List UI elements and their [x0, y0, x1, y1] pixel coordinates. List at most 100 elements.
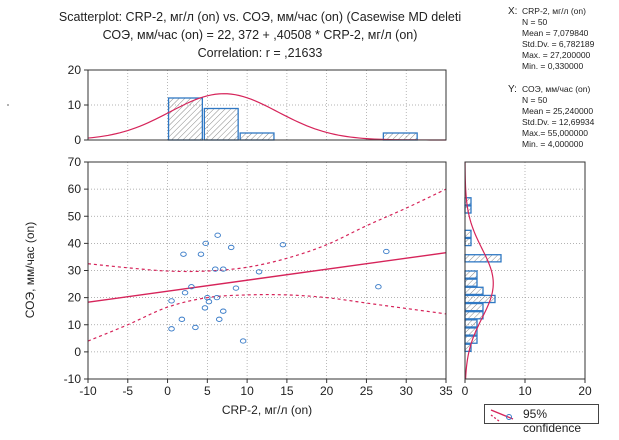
- y-stats-line-0: СОЭ, мм/час (on): [522, 84, 591, 94]
- right-histogram-bar-3: [464, 319, 478, 328]
- regression-line: [87, 252, 447, 303]
- scatter-x-tick-label-6: 20: [320, 384, 334, 398]
- right-histogram-bar-9: [464, 270, 478, 279]
- scatter-point-21: [255, 269, 263, 275]
- chart-title-line-1: Scatterplot: CRP-2, мг/л (on) vs. СОЭ, м…: [58, 10, 462, 24]
- y-stats-line-1: N = 50: [522, 95, 548, 105]
- scatter-points: [168, 232, 390, 344]
- x-stats-box: X: CRP-2, мг/л (on) N = 50 Mean = 7,07984…: [508, 6, 594, 72]
- scatter-point-0: [168, 326, 175, 332]
- right-histogram-grid: [464, 161, 586, 380]
- scatter-x-tick-label-9: 35: [439, 384, 453, 398]
- x-axis-label: CRP-2, мг/л (on): [222, 403, 312, 417]
- scatter-x-tick-label-5: 15: [280, 384, 294, 398]
- right-histogram-bar-11: [464, 254, 502, 263]
- right-histogram-bar-7: [464, 286, 484, 296]
- scatter-grid: [87, 161, 447, 380]
- top-histogram-grid: [87, 69, 447, 141]
- scatter-y-tick-label-4: 30: [68, 264, 82, 278]
- scatter-y-tick-label-3: 20: [68, 291, 82, 305]
- y-stats-line-5: Min. = 4,000000: [522, 139, 584, 149]
- scatter-y-tick-label-6: 50: [68, 209, 82, 223]
- right-histogram-bar-13: [464, 237, 472, 247]
- top-histogram-frame: [87, 69, 447, 141]
- scatter-y-tick-label-8: 70: [68, 155, 82, 169]
- scatter-point-14: [214, 232, 221, 238]
- scatter-point-20: [239, 338, 247, 344]
- scatter-y-tick-label-5: 40: [68, 236, 82, 250]
- scatter-x-tick-label-0: -10: [79, 384, 97, 398]
- scatter-point-3: [180, 251, 187, 257]
- scatter-frame: [87, 161, 447, 380]
- scatter-point-8: [201, 305, 209, 311]
- scatter-x-tick-label-8: 30: [400, 384, 414, 398]
- confidence-upper-line: [87, 188, 447, 273]
- y-axis-label: СОЭ, мм/час (on): [23, 222, 37, 318]
- top-histogram-y-ticks: 0 10 20: [68, 63, 88, 147]
- x-stats-line-5: Min. = 0,330000: [522, 61, 584, 71]
- scatter-x-tick-label-1: -5: [122, 384, 133, 398]
- chart-title-line-3: Correlation: r = ,21633: [197, 46, 323, 60]
- scatter-point-23: [375, 284, 382, 290]
- scatter-point-9: [202, 240, 209, 247]
- y-stats-line-3: Std.Dv. = 12,69934: [522, 117, 595, 127]
- right-histogram-x-ticks: 0 10 20: [462, 379, 592, 398]
- scatter-x-tick-label-2: 0: [164, 384, 171, 398]
- x-stats-line-1: N = 50: [522, 17, 548, 27]
- scatterplot: -10 -5 0 5 10 15 20 25 30 35 -10 0 10 20 30 40 50 60 70 C…: [23, 155, 453, 417]
- scatter-x-ticks: -10 -5 0 5 10 15 20 25 30 35: [79, 379, 453, 398]
- scatter-point-6: [192, 324, 199, 331]
- right-histogram-bar-4: [464, 311, 484, 320]
- scatter-y-tick-label-0: -10: [64, 372, 82, 386]
- scatter-point-22: [279, 242, 287, 248]
- scatter-point-7: [197, 251, 205, 257]
- scatter-point-5: [188, 284, 195, 290]
- x-stats-line-4: Max. = 27,200000: [522, 50, 591, 60]
- x-stats-line-2: Mean = 7,079840: [522, 28, 589, 38]
- x-stats-line-3: Std.Dv. = 6,782189: [522, 39, 595, 49]
- y-stats-line-4: Max.= 55,000000: [522, 128, 588, 138]
- scatter-point-15: [216, 316, 223, 322]
- top-histogram-bar-1: [203, 107, 239, 141]
- top-y-tick-label-0: 0: [74, 133, 81, 147]
- scatter-x-tick-label-4: 10: [240, 384, 254, 398]
- right-x-tick-label-2: 20: [578, 384, 592, 398]
- right-histogram-bar-5: [464, 302, 484, 312]
- top-histogram: 0 10 20: [68, 63, 447, 147]
- scatter-y-ticks: -10 0 10 20 30 40 50 60 70: [64, 155, 88, 386]
- scatter-y-tick-label-2: 10: [68, 318, 82, 332]
- right-histogram-bar-14: [464, 229, 472, 239]
- scatter-x-tick-label-7: 25: [360, 384, 374, 398]
- legend-confidence-icon: [490, 409, 514, 422]
- top-histogram-bar-6: [382, 132, 418, 141]
- legend: 95% confidence: [484, 404, 599, 435]
- scatter-point-2: [178, 316, 186, 322]
- scatter-x-tick-label-3: 5: [204, 384, 211, 398]
- right-x-tick-label-1: 10: [518, 384, 532, 398]
- scatter-point-24: [383, 248, 390, 255]
- right-histogram-bar-8: [464, 278, 478, 287]
- y-stats-line-2: Mean = 25,240000: [522, 106, 594, 116]
- scatter-y-tick-label-1: 0: [74, 345, 81, 359]
- legend-label: 95% confidence: [523, 407, 582, 435]
- x-stats-tag: X:: [508, 6, 518, 17]
- scatter-point-4: [181, 290, 189, 296]
- y-stats-box: Y: СОЭ, мм/час (on) N = 50 Mean = 25,2400…: [508, 84, 594, 150]
- scatter-point-17: [219, 266, 227, 272]
- top-y-tick-label-2: 20: [68, 63, 82, 77]
- chart-title-line-2: СОЭ, мм/час (on) = 22, 372 + ,40508 * CR…: [102, 28, 418, 42]
- top-histogram-bar-2: [239, 132, 275, 141]
- scatter-point-18: [227, 244, 235, 251]
- scatter-point-19: [232, 285, 240, 291]
- scatter-point-12: [212, 266, 219, 272]
- confidence-lower-line: [87, 293, 447, 342]
- scatter-y-tick-label-7: 60: [68, 182, 82, 196]
- x-stats-line-0: CRP-2, мг/л (on): [522, 6, 586, 16]
- right-histogram: 0 10 20: [462, 161, 592, 398]
- scatter-point-11: [205, 299, 213, 305]
- right-histogram-normal-curve: [464, 161, 494, 380]
- right-x-tick-label-0: 0: [462, 384, 469, 398]
- top-y-tick-label-1: 10: [68, 98, 82, 112]
- y-stats-tag: Y:: [508, 84, 517, 95]
